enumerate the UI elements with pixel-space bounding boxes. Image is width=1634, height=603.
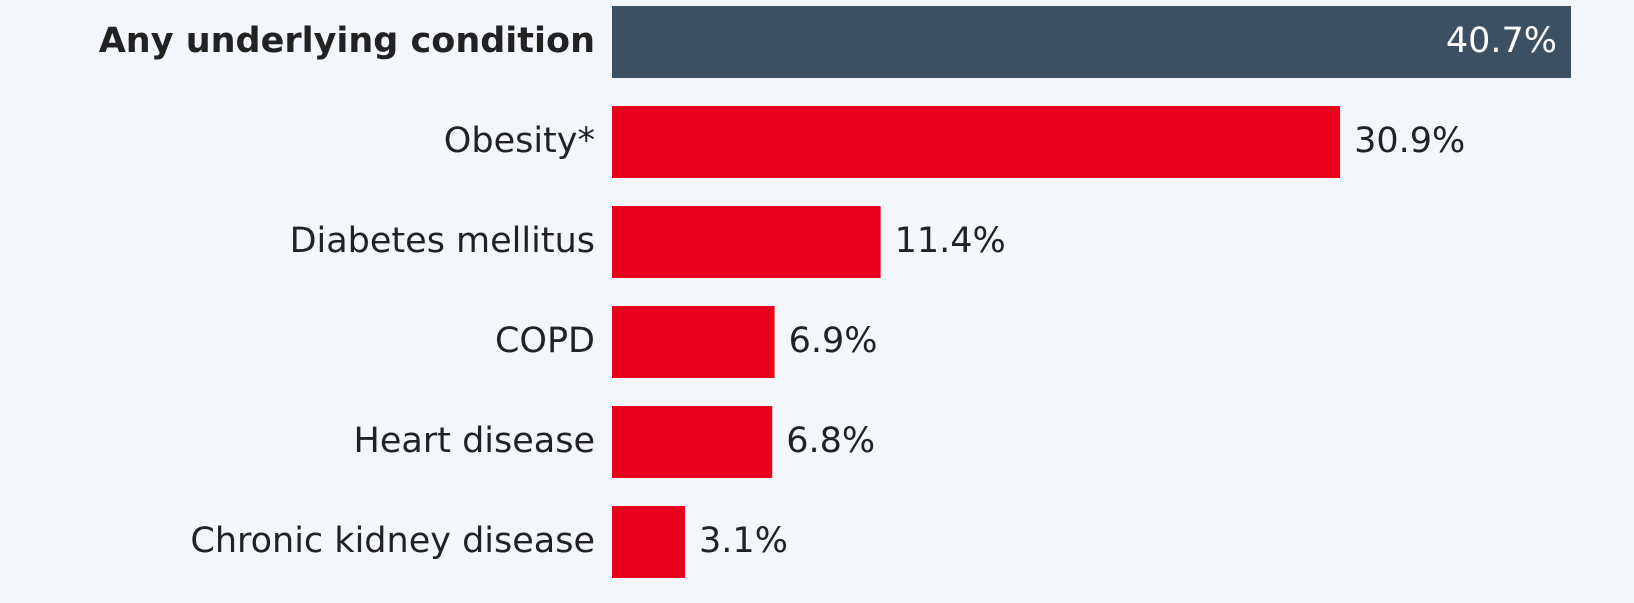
category-label: Any underlying condition: [99, 21, 595, 61]
bar: [612, 106, 1341, 178]
category-label: Obesity*: [444, 121, 595, 161]
bar: [612, 506, 686, 578]
bar: [612, 406, 773, 478]
value-label: 40.7%: [1446, 21, 1557, 61]
category-label: COPD: [495, 321, 595, 361]
category-label: Diabetes mellitus: [290, 221, 595, 261]
value-label: 6.9%: [789, 321, 878, 361]
category-label: Heart disease: [354, 421, 595, 461]
value-label: 3.1%: [699, 521, 788, 561]
bar: [612, 206, 881, 278]
value-label: 11.4%: [895, 221, 1006, 261]
category-label: Chronic kidney disease: [190, 521, 595, 561]
value-label: 30.9%: [1354, 121, 1465, 161]
bar: [612, 6, 1571, 78]
value-label: 6.8%: [786, 421, 875, 461]
bar: [612, 306, 775, 378]
